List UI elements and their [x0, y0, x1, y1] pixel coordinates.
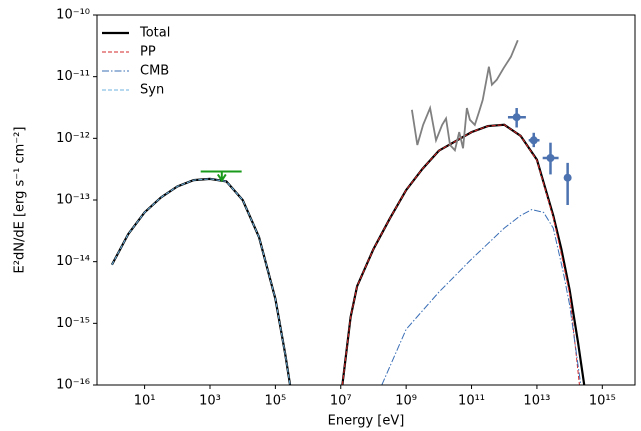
legend-label: CMB: [140, 64, 169, 79]
y-tick-label: 10⁻¹⁵: [56, 316, 90, 331]
y-tick-label: 10⁻¹⁶: [56, 378, 90, 393]
x-tick-label: 10⁷: [330, 394, 352, 409]
plot-area: [110, 39, 586, 385]
axes-frame: [96, 14, 636, 386]
upper-limit-arrow: [216, 171, 227, 183]
data-point: [529, 136, 538, 145]
data-point: [563, 173, 572, 182]
x-tick-label: 10⁹: [395, 394, 417, 409]
data-point: [546, 153, 555, 162]
y-tick-label: 10⁻¹¹: [56, 69, 90, 84]
series-line: [110, 123, 586, 385]
series-line: [341, 124, 580, 385]
x-tick-label: 10¹¹: [458, 394, 485, 409]
y-axis-label: E²dN/dE [erg s⁻¹ cm⁻²]: [13, 127, 28, 274]
y-tick-label: 10⁻¹⁰: [56, 8, 90, 23]
x-tick-label: 10⁵: [264, 394, 286, 409]
series-line: [111, 178, 291, 385]
series-line: [411, 39, 519, 153]
y-tick-label: 10⁻¹³: [56, 193, 90, 208]
data-point: [512, 113, 521, 122]
x-tick-label: 10¹³: [523, 394, 550, 409]
x-axis-label: Energy [eV]: [328, 414, 405, 429]
legend-label: Total: [139, 26, 170, 41]
legend-label: Syn: [140, 83, 164, 98]
legend-label: PP: [140, 45, 156, 60]
x-tick-label: 10¹⁵: [589, 394, 616, 409]
y-tick-label: 10⁻¹²: [56, 131, 90, 146]
x-tick-label: 10¹: [134, 394, 156, 409]
series-line: [381, 209, 582, 385]
y-tick-label: 10⁻¹⁴: [56, 254, 90, 269]
x-tick-label: 10³: [199, 394, 221, 409]
